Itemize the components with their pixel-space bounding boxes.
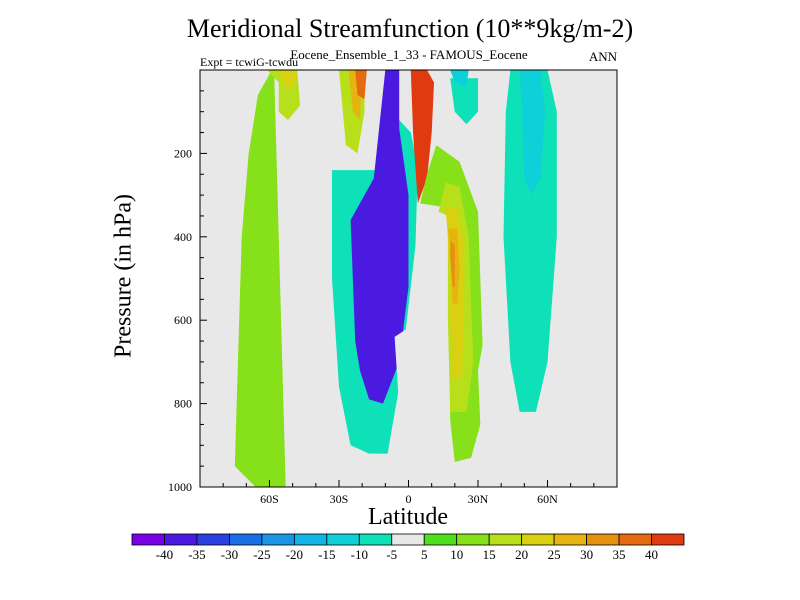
colorbar-label: 30: [580, 547, 593, 562]
colorbar-label: -30: [221, 547, 238, 562]
colorbar-label: -40: [156, 547, 173, 562]
x-tick-label: 30S: [330, 492, 349, 506]
colorbar-label: 10: [450, 547, 463, 562]
season-label: ANN: [588, 49, 617, 64]
contour-region-15: [450, 70, 469, 87]
chart-title: Meridional Streamfunction (10**9kg/m-2): [186, 14, 634, 43]
colorbar-swatch: [196, 533, 230, 546]
axes: 60S 30S 0 30N 60N 200 400 600 800 1000: [168, 69, 618, 506]
colorbar-swatch: [488, 533, 523, 546]
colorbar-swatch: [521, 533, 555, 546]
colorbar-swatch: [229, 533, 263, 546]
colorbar-label: 20: [515, 547, 528, 562]
contour-region-6: [410, 70, 434, 204]
colorbar-swatch: [456, 533, 490, 546]
colorbar-swatch: [618, 533, 652, 546]
y-tick-label: 800: [174, 397, 192, 411]
contour-region-18: [519, 70, 546, 196]
colorbar-label: -25: [253, 547, 270, 562]
colorbar-swatch: [261, 533, 295, 546]
colorbar-swatch: [293, 533, 328, 546]
colorbar-label: 25: [548, 547, 561, 562]
experiment-label: Expt = tcwiG-tcwdu: [200, 55, 299, 69]
colorbar-swatch: [358, 533, 393, 546]
x-axis-label: Latitude: [368, 504, 448, 530]
y-tick-label: 400: [174, 230, 192, 244]
colorbar-swatch: [553, 533, 587, 546]
contour-region-2: [278, 70, 300, 87]
colorbar-swatch: [326, 533, 360, 546]
y-tick-label: 200: [174, 146, 192, 160]
colorbar-label: -5: [386, 547, 397, 562]
colorbar-swatch: [164, 533, 198, 546]
x-tick-label: 0: [406, 492, 412, 506]
colorbar-label: -10: [351, 547, 368, 562]
colorbar-label: 15: [483, 547, 496, 562]
colorbar-swatch: [423, 533, 458, 546]
plot-area: [200, 70, 617, 487]
colorbar-label: 5: [421, 547, 428, 562]
contour-region-0: [234, 70, 319, 487]
colorbar-label: -20: [286, 547, 303, 562]
colorbar-swatch: [651, 533, 685, 546]
colorbar-swatch: [131, 533, 165, 546]
colorbar-label: -15: [318, 547, 335, 562]
y-tick-label: 600: [174, 313, 192, 327]
y-tick-label: 1000: [168, 480, 192, 494]
colorbar-swatch: [391, 533, 425, 546]
contour-region-21: [355, 70, 367, 100]
contour-region-12: [450, 241, 455, 287]
x-tick-label: 60S: [260, 492, 279, 506]
contour-region-7: [394, 320, 434, 421]
colorbar: -40 -35 -30 -25 -20 -15 -10 -5 5 10 15 20 25 30 35 40: [131, 533, 685, 562]
chart-subtitle: Eocene_Ensemble_1_33 - FAMOUS_Eocene: [290, 47, 528, 62]
contour-region-17: [503, 70, 557, 412]
y-axis-label: Pressure (in hPa): [110, 194, 137, 358]
contour-region-5: [350, 70, 409, 404]
colorbar-label: 40: [645, 547, 658, 562]
x-tick-label: 30N: [468, 492, 489, 506]
colorbar-label: -35: [188, 547, 205, 562]
x-tick-label: 60N: [537, 492, 558, 506]
contour-region-14: [450, 78, 478, 125]
colorbar-swatch: [586, 533, 620, 546]
colorbar-label: 35: [613, 547, 626, 562]
